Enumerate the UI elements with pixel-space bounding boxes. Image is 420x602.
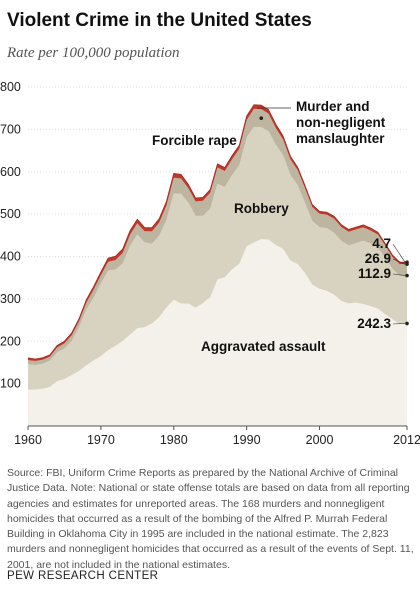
chart-subtitle: Rate per 100,000 population bbox=[7, 45, 180, 61]
end-value-robbery: 112.9 bbox=[358, 266, 391, 281]
stacked-area-chart: 100 200 300 400 500 600 700 800 1960 1970 1980 1990… bbox=[0, 80, 420, 447]
total-outline bbox=[27, 104, 408, 360]
x-tick-2012: 2012 bbox=[393, 433, 420, 447]
end-marker-assault bbox=[405, 321, 409, 326]
x-tick-1970: 1970 bbox=[87, 433, 115, 447]
end-marker-murder bbox=[405, 260, 409, 264]
x-tick-1960: 1960 bbox=[14, 433, 42, 447]
y-tick-600: 600 bbox=[0, 165, 21, 179]
x-tick-1980: 1980 bbox=[160, 433, 188, 447]
end-value-assault: 242.3 bbox=[357, 316, 391, 331]
label-aggravated-assault: Aggravated assault bbox=[201, 339, 326, 354]
y-tick-400: 400 bbox=[0, 250, 21, 264]
label-murder-line-1: Murder and bbox=[296, 99, 370, 114]
label-robbery: Robbery bbox=[234, 201, 289, 216]
label-forcible-rape: Forcible rape bbox=[152, 133, 237, 148]
y-tick-500: 500 bbox=[0, 207, 21, 221]
end-value-rape: 26.9 bbox=[365, 251, 391, 266]
x-tick-2000: 2000 bbox=[306, 433, 334, 447]
x-tick-1990: 1990 bbox=[233, 433, 261, 447]
rape-annotation-dot bbox=[259, 116, 264, 120]
axis-layer: 100 200 300 400 500 600 700 800 1960 1970 1980 1990… bbox=[0, 80, 420, 447]
y-tick-700: 700 bbox=[0, 122, 21, 136]
chart-title: Violent Crime in the United States bbox=[7, 10, 312, 31]
end-leader-rape bbox=[392, 258, 406, 265]
area-robbery bbox=[28, 126, 407, 390]
y-tick-100: 100 bbox=[0, 377, 21, 391]
end-leader-assault bbox=[392, 323, 406, 325]
end-leader-robbery bbox=[392, 273, 406, 276]
end-marker-robbery bbox=[405, 273, 409, 278]
label-murder-line-3: manslaughter bbox=[296, 131, 385, 146]
area-aggravated-assault bbox=[28, 239, 407, 426]
y-tick-200: 200 bbox=[0, 334, 21, 348]
end-value-murder: 4.7 bbox=[372, 236, 391, 251]
label-layer: Forcible rape Murder and non-negligent m… bbox=[152, 99, 409, 354]
y-tick-300: 300 bbox=[0, 292, 21, 306]
source-note: Source: FBI, Uniform Crime Reports as pr… bbox=[7, 467, 414, 571]
end-leader-murder bbox=[392, 243, 406, 263]
area-layer bbox=[27, 104, 408, 426]
label-murder-line-2: non-negligent bbox=[296, 115, 386, 130]
brand-footer: PEW RESEARCH CENTER bbox=[7, 570, 159, 582]
y-tick-800: 800 bbox=[0, 80, 21, 94]
